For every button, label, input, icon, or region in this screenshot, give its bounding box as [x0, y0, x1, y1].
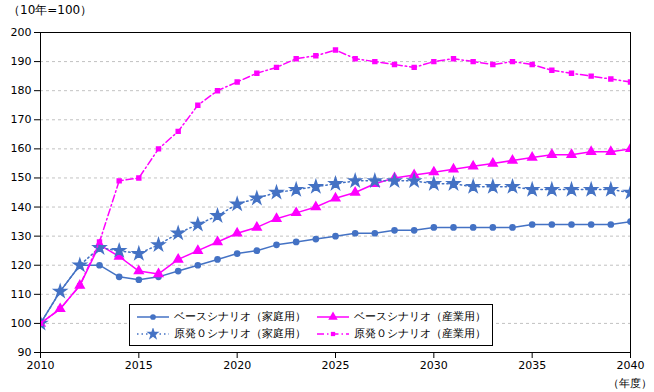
svg-text:2025: 2025	[322, 359, 350, 372]
svg-text:2035: 2035	[518, 359, 546, 372]
html-text:原発０シナリオ（家庭用）: 原発０シナリオ（家庭用）	[174, 327, 306, 340]
svg-text:130: 130	[11, 230, 32, 243]
html-text:ベースシナリオ（家庭用）: ベースシナリオ（家庭用）	[174, 310, 306, 323]
svg-text:2030: 2030	[420, 359, 448, 372]
svg-text:100: 100	[11, 317, 32, 330]
svg-text:110: 110	[11, 288, 32, 301]
svg-text:2010: 2010	[27, 359, 55, 372]
svg-text:2040: 2040	[617, 359, 645, 372]
svg-text:（年度）: （年度）	[608, 377, 652, 390]
svg-text:190: 190	[11, 55, 32, 68]
svg-text:200: 200	[11, 26, 32, 39]
svg-text:2020: 2020	[223, 359, 251, 372]
svg-text:2015: 2015	[125, 359, 153, 372]
svg-text:160: 160	[11, 142, 32, 155]
svg-text:150: 150	[11, 171, 32, 184]
svg-text:120: 120	[11, 259, 32, 272]
html-text:（10年=100）: （10年=100）	[8, 3, 93, 17]
html-text:原発０シナリオ（産業用）: 原発０シナリオ（産業用）	[354, 327, 486, 340]
svg-text:170: 170	[11, 113, 32, 126]
html-text:ベースシナリオ（産業用）: ベースシナリオ（産業用）	[354, 310, 486, 323]
svg-text:180: 180	[11, 84, 32, 97]
svg-text:140: 140	[11, 201, 32, 214]
svg-text:90: 90	[18, 346, 32, 359]
